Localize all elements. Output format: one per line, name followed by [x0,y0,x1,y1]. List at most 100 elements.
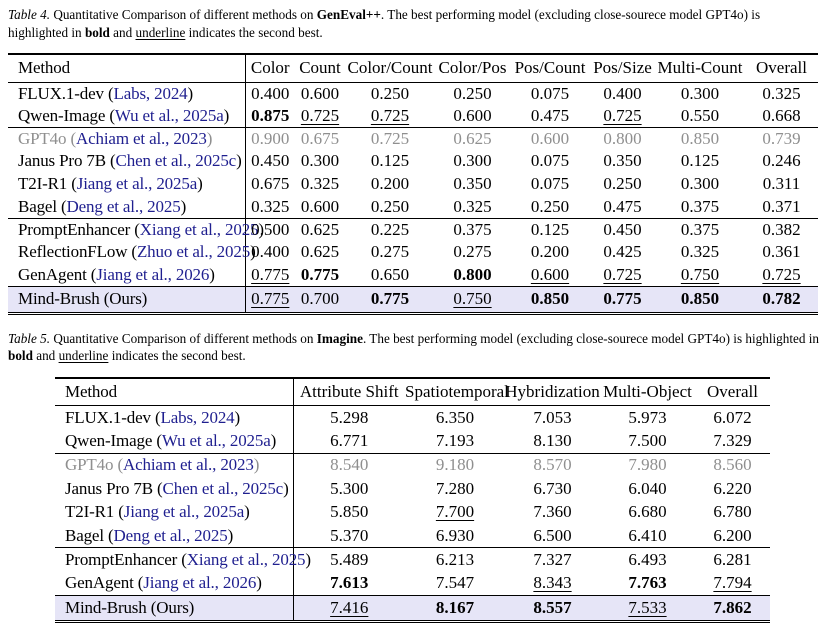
value-cell: 0.900 [245,127,295,150]
metric-value: 7.533 [628,597,667,617]
value-cell: 0.361 [745,241,818,264]
metric-value: 0.850 [530,289,570,309]
value-cell: 7.360 [505,500,600,524]
value-cell: 0.250 [345,82,435,105]
column-header: Spatiotemporal [405,381,509,401]
value-cell: 0.125 [510,218,590,241]
metric-value: 0.550 [680,105,720,125]
value-cell: 0.775 [345,286,435,313]
metric-value: 0.325 [251,196,290,216]
citation-link[interactable]: Zhuo et al., 2025 [136,242,251,262]
value-cell: 0.325 [655,241,745,264]
value-cell: 0.200 [345,173,435,196]
benchmark-name: GenEval++ [316,7,381,22]
citation-link[interactable]: Wu et al., 2025a [161,430,271,450]
value-cell: 0.300 [655,82,745,105]
metric-value: 6.500 [533,525,572,545]
value-cell: 0.311 [745,173,818,196]
metric-value: 0.600 [300,196,340,216]
value-cell: 6.213 [405,548,505,572]
value-cell: 0.725 [590,264,655,287]
method-cell: Qwen-Image (Wu et al., 2025a) [8,104,246,128]
value-cell: 6.220 [695,477,770,501]
caption-bold-word: bold [8,348,33,364]
value-cell: 0.600 [295,82,345,105]
metric-value: 0.775 [370,289,410,309]
row-group: FLUX.1-dev (Labs, 2024) 5.298 6.350 7.053 5.… [55,405,770,454]
citation-link[interactable]: Jiang et al., 2025a [123,502,245,522]
citation-link[interactable]: Achiam et al., 2023 [75,128,207,148]
metric-value: 0.125 [680,151,720,171]
citation-link[interactable]: Jiang et al., 2026 [96,264,210,284]
value-cell: 0.475 [510,105,590,128]
value-cell: 0.250 [590,173,655,196]
citation-link[interactable]: Xiang et al., 2025 [139,219,259,239]
metric-value: 6.930 [435,525,475,545]
metric-value: 0.375 [453,219,492,239]
metric-value: 0.382 [762,219,801,239]
value-cell: 0.675 [245,173,295,196]
value-cell: 0.600 [510,264,590,287]
row-group: GPT4o (Achiam et al., 2023) 0.900 0.675 0.7… [8,127,818,219]
metric-value: 6.350 [435,407,475,427]
metric-value: 7.193 [435,430,475,450]
caption-text: . The best performing model (excluding c… [8,7,761,40]
value-cell: 8.560 [695,453,770,477]
value-cell: 6.072 [695,406,770,430]
metric-value: 0.775 [251,264,290,284]
caption-text: . The best performing model (excluding c… [362,330,820,346]
value-cell: 0.246 [745,150,818,173]
table-row: Bagel (Deng et al., 2025) 0.325 0.600 0.250… [8,195,818,219]
value-cell: 0.400 [590,82,655,105]
value-cell: 7.547 [405,572,505,596]
citation-link[interactable]: Jiang et al., 2025a [76,174,198,194]
metric-value: 0.300 [300,151,340,171]
value-cell: 0.350 [435,173,510,196]
metric-value: 0.325 [300,174,340,194]
row-group: PromptEnhancer (Xiang et al., 2025) 5.489… [55,547,770,596]
metric-value: 0.725 [370,128,410,148]
caption-text: and [109,24,136,40]
citation-link[interactable]: Achiam et al., 2023 [122,455,254,475]
metric-value: 0.725 [370,105,410,125]
row-group: PromptEnhancer (Xiang et al., 2025) 0.500… [8,218,818,287]
citation-link[interactable]: Wu et al., 2025a [114,105,224,125]
citation-link[interactable]: Xiang et al., 2025 [186,549,306,569]
citation-link[interactable]: Deng et al., 2025 [66,196,181,216]
metric-value: 0.350 [603,151,642,171]
imagine-results-table: Method Attribute Shift Spatiotemporal Hybri… [55,377,770,623]
caption-text: indicates the second best. [108,348,246,364]
column-header: Multi-Object [603,381,692,401]
value-cell: 0.325 [435,195,510,218]
value-cell: 5.300 [293,477,405,501]
value-cell: 0.275 [435,241,510,264]
metric-value: 0.300 [680,83,720,103]
metric-value: 0.125 [530,219,570,239]
metric-value: 8.570 [533,455,572,475]
table-row: GPT4o (Achiam et al., 2023) 0.900 0.675 0.7… [8,127,818,151]
metric-value: 6.040 [628,478,667,498]
metric-value: 7.763 [628,573,667,593]
citation-link[interactable]: Deng et al., 2025 [113,525,228,545]
caption-underline-word: underline [58,348,109,364]
citation-link[interactable]: Chen et al., 2025c [115,151,237,171]
value-cell: 6.281 [695,548,770,572]
citation-link[interactable]: Labs, 2024 [160,407,235,427]
metric-value: 0.675 [251,174,290,194]
metric-value: 0.425 [603,242,642,262]
column-header: Count [299,58,341,78]
metric-value: 7.862 [713,597,752,617]
value-cell: 7.280 [405,477,505,501]
metric-value: 0.075 [530,174,570,194]
citation-link[interactable]: Jiang et al., 2026 [143,573,257,593]
metric-value: 0.350 [453,174,492,194]
citation-link[interactable]: Labs, 2024 [113,83,188,103]
metric-value: 7.360 [533,502,572,522]
column-header: Method [55,377,294,406]
metric-value: 8.540 [330,455,369,475]
value-cell: 6.040 [600,477,695,501]
method-cell: FLUX.1-dev (Labs, 2024) [8,82,246,105]
metric-value: 8.560 [713,455,752,475]
citation-link[interactable]: Chen et al., 2025c [162,478,284,498]
column-header: Method [8,54,246,82]
